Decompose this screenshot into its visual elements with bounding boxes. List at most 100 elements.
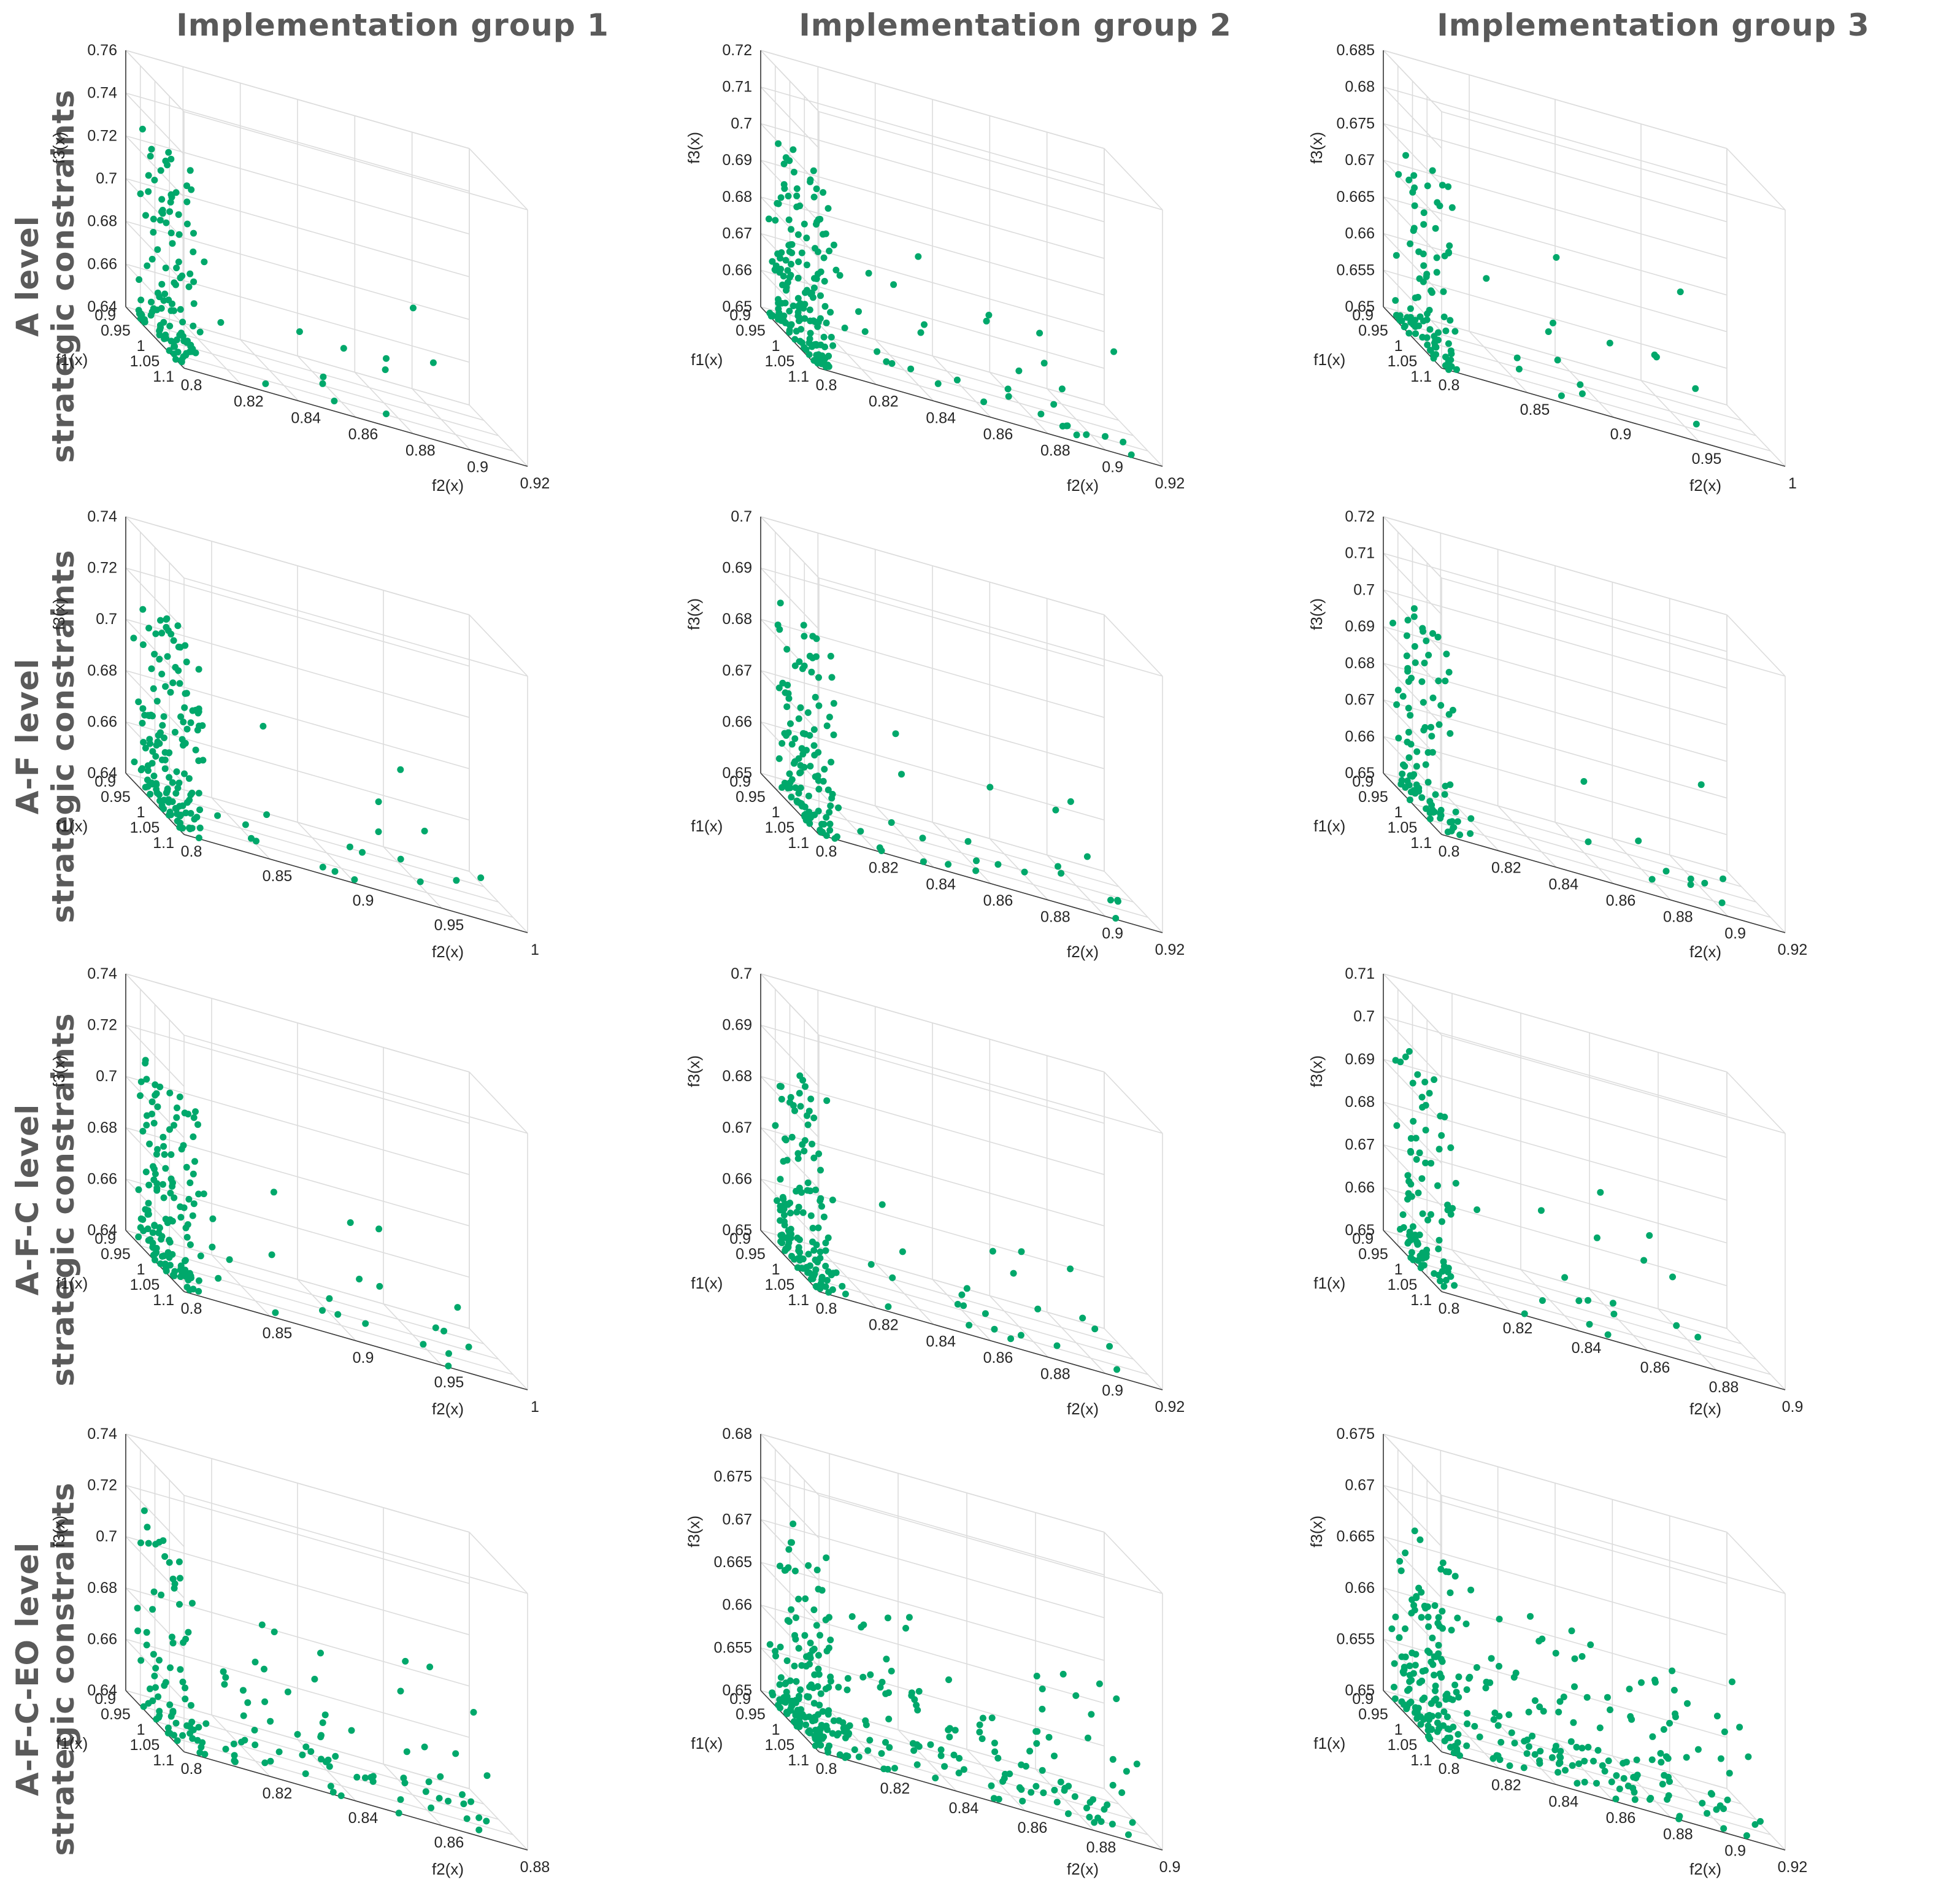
scatter-point xyxy=(143,1629,150,1636)
scatter-point xyxy=(822,1239,829,1247)
scatter-point xyxy=(186,824,193,831)
scatter-point xyxy=(164,653,171,660)
scatter-point xyxy=(139,1216,147,1223)
scatter-point xyxy=(188,1600,196,1607)
scatter-point xyxy=(171,1584,178,1592)
scatter-point xyxy=(147,740,153,747)
scatter-point xyxy=(978,1735,986,1743)
z-tick-label: 0.66 xyxy=(1345,225,1375,242)
scatter-point xyxy=(167,155,175,163)
gridline xyxy=(760,1433,820,1496)
scatter-point xyxy=(432,1324,439,1332)
gridline xyxy=(760,123,820,185)
scatter-point xyxy=(149,1243,156,1251)
scatter-point xyxy=(199,1739,206,1746)
scatter-point xyxy=(860,1621,867,1629)
scatter-point xyxy=(794,274,802,282)
scatter-point xyxy=(1510,1674,1518,1681)
scatter-point xyxy=(152,753,159,760)
scatter-point xyxy=(1418,1614,1425,1621)
gridline xyxy=(1383,1536,1727,1635)
scatter-point xyxy=(1441,1113,1448,1120)
scatter-point xyxy=(156,331,163,339)
scatter-point xyxy=(815,674,822,681)
scatter-point xyxy=(177,1214,185,1221)
scatter-point xyxy=(1125,1831,1132,1838)
scatter-point xyxy=(780,1211,788,1219)
scatter-point xyxy=(140,1703,147,1710)
scatter-point xyxy=(171,728,179,736)
scatter-point xyxy=(1429,630,1436,637)
gridline xyxy=(760,1024,1105,1124)
scatter-point xyxy=(1397,1225,1404,1233)
scatter-points xyxy=(1388,1527,1764,1839)
gridline xyxy=(125,220,470,320)
scatter-point xyxy=(1090,1796,1097,1803)
scatter-point xyxy=(1109,1756,1116,1763)
z-tick-label: 0.665 xyxy=(1336,188,1375,206)
y-tick-label: 1.05 xyxy=(765,819,795,836)
scatter-point xyxy=(788,1133,796,1141)
scatter-point xyxy=(445,1350,452,1357)
gridline xyxy=(760,87,820,149)
scatter-point xyxy=(1396,1557,1404,1565)
scatter-point xyxy=(821,277,828,285)
gridline xyxy=(140,322,484,421)
scatter-point xyxy=(964,838,972,845)
x-axis-label: f2(x) xyxy=(432,476,464,495)
x-tick-label: 0.86 xyxy=(348,426,379,443)
gridline xyxy=(1726,1532,1786,1594)
scatter-point xyxy=(823,1554,830,1562)
scatter-point xyxy=(1402,1549,1409,1557)
scatter-point xyxy=(166,1254,173,1261)
scatter-point xyxy=(805,792,812,800)
scatter-point xyxy=(1757,1818,1764,1825)
scatter-point xyxy=(145,712,152,719)
scatter-point xyxy=(1437,1656,1445,1663)
scatter-point xyxy=(1581,1757,1588,1765)
scatter-point xyxy=(252,1659,259,1666)
scatter-point xyxy=(844,1675,851,1682)
scatter-point xyxy=(191,815,198,823)
scatter-point xyxy=(802,1595,809,1602)
scatter-point xyxy=(183,350,190,357)
x-tick-label: 0.86 xyxy=(1606,1810,1636,1827)
scatter-point xyxy=(1662,868,1670,875)
x-tick-label: 0.88 xyxy=(1040,442,1070,460)
gridline xyxy=(760,973,1105,1073)
scatter-point xyxy=(445,1362,452,1370)
scatter-points xyxy=(765,140,1135,458)
scatter-point xyxy=(346,843,353,850)
scatter-point xyxy=(1405,678,1412,685)
x-axis-label: f2(x) xyxy=(432,942,464,961)
scatter-point xyxy=(786,779,794,786)
z-axis-label: f3(x) xyxy=(685,1516,703,1548)
z-axis-label: f3(x) xyxy=(685,598,703,630)
scatter-point xyxy=(820,1213,828,1220)
gridline xyxy=(125,1485,185,1548)
scatter-point xyxy=(1439,1559,1447,1567)
scatter-point xyxy=(805,1713,813,1721)
scatter-point xyxy=(1575,1297,1583,1305)
scatter-point xyxy=(829,1270,837,1277)
scatter-point xyxy=(1463,1742,1470,1749)
y-tick-label: 1 xyxy=(1394,1261,1403,1278)
scatter-point xyxy=(1416,1232,1423,1238)
scatter-point xyxy=(475,1814,483,1821)
scatter-point xyxy=(187,1702,194,1709)
scatter-point xyxy=(827,309,834,316)
scatter-point xyxy=(156,217,164,224)
scatter-point xyxy=(907,365,915,372)
x-tick-label: 1 xyxy=(1788,475,1797,492)
scatter-point xyxy=(819,1708,826,1715)
scatter-point xyxy=(1067,1265,1074,1273)
scatter-point xyxy=(1052,806,1059,814)
z-axis-label: f3(x) xyxy=(50,132,68,164)
scatter-point xyxy=(1018,1761,1025,1768)
scatter-point xyxy=(152,1170,159,1178)
scatter-point xyxy=(1606,339,1613,347)
scatter-point xyxy=(813,185,820,193)
scatter-point xyxy=(793,185,801,192)
gridline xyxy=(155,337,499,436)
